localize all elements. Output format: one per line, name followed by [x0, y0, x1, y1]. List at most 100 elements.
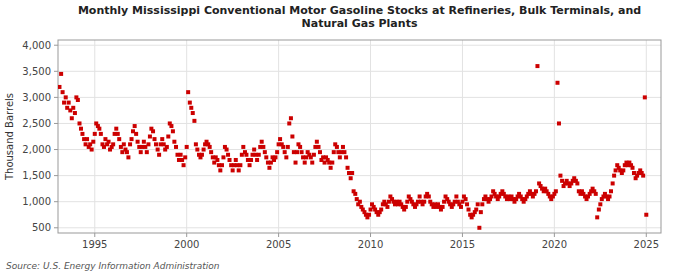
point	[116, 132, 120, 136]
point	[97, 127, 101, 131]
point	[303, 161, 307, 165]
point	[182, 163, 186, 167]
y-tick	[54, 175, 58, 176]
x-tick	[186, 233, 187, 237]
point	[117, 137, 121, 141]
y-tick-label: 1,000	[22, 196, 51, 207]
y-tick	[54, 227, 58, 228]
x-tick	[370, 233, 371, 237]
point	[156, 148, 160, 152]
point	[76, 98, 80, 102]
point	[208, 145, 212, 149]
point	[264, 155, 268, 159]
y-grid-line	[58, 227, 661, 228]
point	[289, 116, 293, 120]
point	[261, 145, 265, 149]
point	[422, 200, 426, 204]
point	[385, 205, 389, 209]
point	[174, 145, 178, 149]
point	[464, 197, 468, 201]
y-grid-line	[58, 123, 661, 124]
point	[188, 101, 192, 105]
point	[317, 145, 321, 149]
point	[111, 142, 115, 146]
point	[142, 140, 146, 144]
point	[249, 158, 253, 162]
point	[134, 132, 138, 136]
point	[225, 148, 229, 152]
axes: 5001,0001,5002,0002,5003,0003,5004,00019…	[22, 40, 661, 250]
y-tick	[54, 71, 58, 72]
point	[126, 155, 130, 159]
point	[608, 194, 612, 198]
y-tick-label: 3,000	[22, 92, 51, 103]
point	[90, 148, 94, 152]
point	[594, 192, 598, 196]
point	[367, 213, 371, 217]
y-axis-label: Thousand Barrels	[4, 93, 15, 181]
point	[329, 166, 333, 170]
point	[379, 208, 383, 212]
point	[263, 150, 267, 154]
x-tick	[554, 233, 555, 237]
y-tick-label: 1,500	[22, 170, 51, 181]
point	[290, 135, 294, 139]
point	[621, 168, 625, 172]
point	[61, 90, 65, 94]
point	[283, 150, 287, 154]
point	[218, 168, 222, 172]
point	[194, 142, 198, 146]
y-grid-line	[58, 149, 661, 150]
point	[310, 161, 314, 165]
point	[643, 95, 647, 99]
point	[189, 106, 193, 110]
point	[557, 121, 561, 125]
point	[298, 145, 302, 149]
point	[160, 137, 164, 141]
point	[477, 226, 481, 230]
point	[122, 142, 126, 146]
point	[191, 111, 195, 115]
y-tick	[54, 123, 58, 124]
point	[237, 168, 241, 172]
point	[286, 145, 290, 149]
point	[221, 155, 225, 159]
point	[80, 132, 84, 136]
point	[151, 129, 155, 133]
point	[287, 121, 291, 125]
point	[441, 205, 445, 209]
point	[226, 153, 230, 157]
point	[93, 132, 97, 136]
grid	[58, 40, 661, 233]
point	[252, 148, 256, 152]
x-tick-label: 2015	[450, 239, 475, 250]
point	[332, 150, 336, 154]
point	[85, 137, 89, 141]
point	[459, 205, 463, 209]
point	[195, 148, 199, 152]
point	[609, 189, 613, 193]
point	[171, 129, 175, 133]
point	[294, 161, 298, 165]
y-grid-line	[58, 97, 661, 98]
x-tick	[646, 233, 647, 237]
point	[535, 64, 539, 68]
point	[358, 200, 362, 204]
y-tick-label: 3,500	[22, 66, 51, 77]
point	[228, 158, 232, 162]
point	[231, 168, 235, 172]
point	[641, 174, 645, 178]
x-grid-line	[278, 40, 279, 233]
point	[179, 153, 183, 157]
source-note: Source: U.S. Energy Information Administ…	[6, 261, 220, 271]
point	[244, 153, 248, 157]
point	[73, 111, 77, 115]
point	[166, 135, 170, 139]
point	[209, 150, 213, 154]
point	[99, 132, 103, 136]
point	[139, 150, 143, 154]
x-tick-label: 2005	[266, 239, 291, 250]
x-tick-label: 2020	[542, 239, 567, 250]
point	[558, 174, 562, 178]
point	[284, 155, 288, 159]
